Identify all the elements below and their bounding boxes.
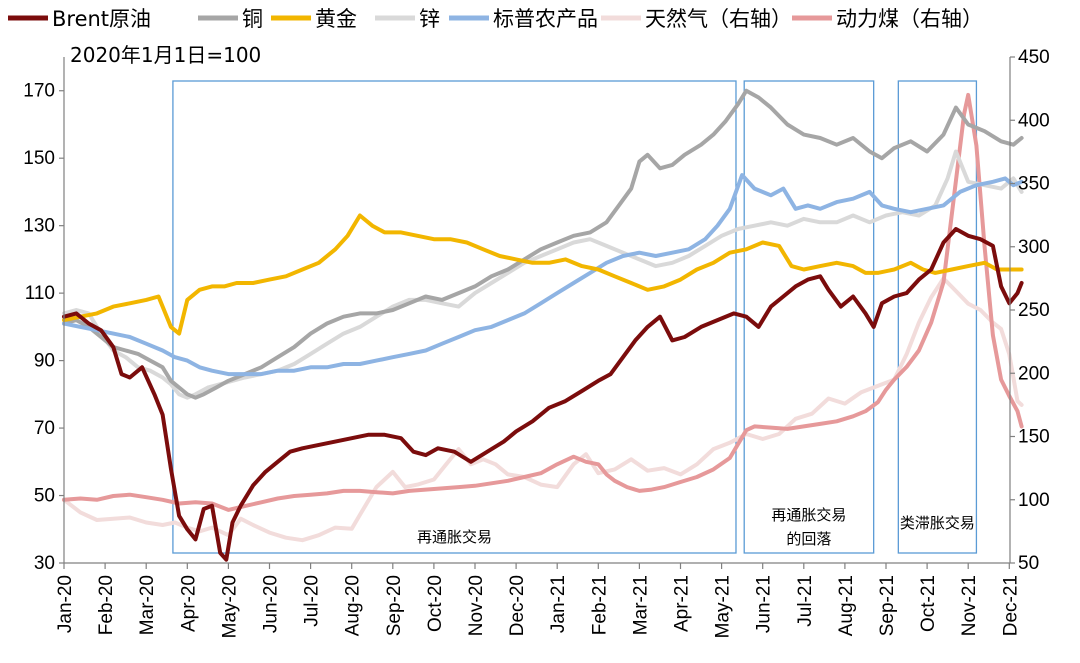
legend-label-0: Brent原油 — [52, 7, 151, 31]
x-tick-label-9: Oct-20 — [425, 575, 446, 632]
series-line-2 — [62, 213, 1024, 336]
y-right-tick-label-5: 300 — [1018, 237, 1050, 258]
legend-label-2: 黄金 — [315, 7, 357, 31]
annotation-label-0: 再通胀交易 — [417, 528, 492, 546]
y-right-tick-label-0: 50 — [1018, 553, 1039, 574]
x-tick-label-22: Nov-21 — [959, 575, 980, 636]
y-right-tick-label-2: 150 — [1018, 427, 1050, 448]
y-left-tick-label-3: 90 — [34, 351, 55, 372]
y-right-tick-label-8: 450 — [1018, 47, 1050, 68]
x-tick-label-8: Sep-20 — [384, 575, 405, 636]
x-tick-label-12: Jan-21 — [548, 575, 569, 633]
index-base-note: 2020年1月1日=100 — [70, 43, 261, 67]
x-tick-label-17: Jun-21 — [754, 575, 775, 633]
x-tick-label-21: Oct-21 — [918, 575, 939, 632]
series-line-0 — [62, 227, 1024, 562]
x-tick-label-15: Apr-21 — [672, 575, 693, 632]
x-tick-label-0: Jan-20 — [55, 575, 76, 633]
x-tick-label-11: Dec-20 — [507, 575, 528, 636]
x-tick-label-16: May-21 — [713, 575, 734, 638]
x-tick-label-1: Feb-20 — [96, 575, 117, 635]
annotation-label-1-line2: 的回落 — [786, 530, 831, 548]
y-left-tick-label-6: 150 — [23, 148, 55, 169]
y-right-tick-label-3: 200 — [1018, 363, 1050, 384]
x-tick-label-10: Nov-20 — [466, 575, 487, 636]
annotation-box-0 — [172, 80, 737, 554]
y-left-tick-label-4: 110 — [25, 283, 55, 304]
x-tick-label-19: Aug-21 — [836, 575, 857, 636]
legend-label-1: 铜 — [242, 7, 263, 31]
x-tick-label-5: Jun-20 — [261, 575, 282, 633]
y-left-tick-label-1: 50 — [34, 486, 55, 507]
x-tick-label-2: Mar-20 — [137, 575, 158, 635]
legend-label-3: 锌 — [419, 7, 440, 31]
x-tick-label-6: Jul-20 — [302, 575, 323, 627]
y-right-tick-label-4: 250 — [1018, 300, 1050, 321]
x-tick-label-3: Apr-20 — [178, 575, 199, 632]
series-line-3 — [62, 149, 1024, 400]
y-left-tick-label-0: 30 — [34, 553, 55, 574]
x-tick-label-7: Aug-20 — [343, 575, 364, 636]
legend-label-4: 标普农产品 — [493, 7, 598, 31]
x-tick-label-13: Feb-21 — [589, 575, 610, 635]
x-tick-label-4: May-20 — [219, 575, 240, 638]
x-tick-label-23: Dec-21 — [1000, 575, 1021, 636]
y-left-tick-label-7: 170 — [23, 81, 55, 102]
series-layer — [62, 88, 1024, 562]
annotation-box-2 — [897, 80, 978, 554]
annotation-label-2: 类滞胀交易 — [900, 514, 975, 532]
legend-label-5: 天然气（右轴） — [645, 7, 792, 31]
y-left-tick-label-2: 70 — [34, 418, 55, 439]
chart-legend: Brent原油 铜 黄金 锌 标普农产品 天然气（右轴） 动力煤（右轴） — [8, 7, 983, 31]
y-right-tick-label-6: 350 — [1018, 174, 1050, 195]
series-line-4 — [62, 173, 1024, 377]
annotation-label-1-line1: 再通胀交易 — [771, 506, 846, 524]
legend-label-6: 动力煤（右轴） — [836, 7, 983, 31]
x-tick-label-20: Sep-21 — [877, 575, 898, 636]
y-left-tick-label-5: 130 — [23, 216, 55, 237]
x-tick-label-18: Jul-21 — [795, 575, 816, 627]
series-line-6 — [62, 92, 1024, 512]
y-right-tick-label-1: 100 — [1018, 490, 1050, 511]
x-tick-label-14: Mar-21 — [630, 575, 651, 635]
y-right-tick-label-7: 400 — [1018, 110, 1050, 131]
chart-axes: 30 50 70 90 110 130 150 170 50 100 150 200 250 300 350… — [23, 47, 1049, 638]
series-line-1 — [62, 88, 1024, 400]
